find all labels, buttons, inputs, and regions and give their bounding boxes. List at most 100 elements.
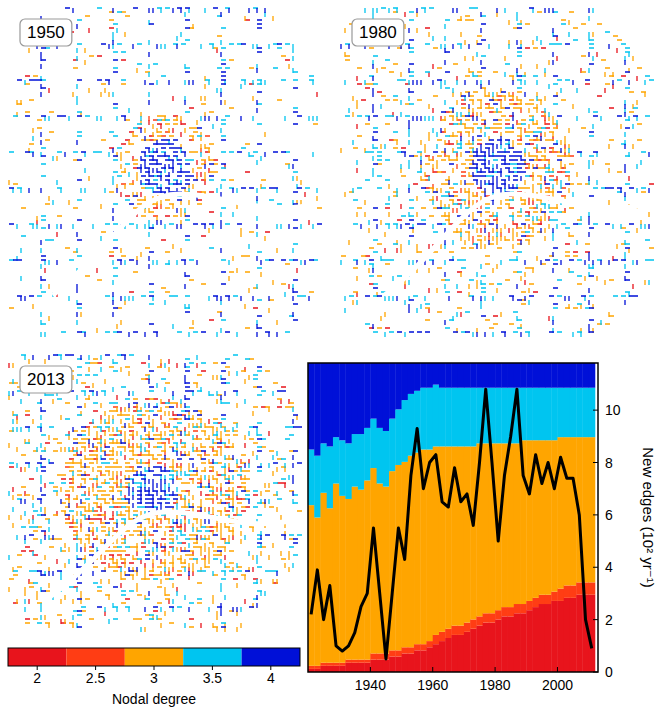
- stacked-bar: [389, 419, 396, 472]
- stacked-bar: [557, 601, 564, 672]
- stacked-bar: [352, 660, 359, 663]
- stacked-bar: [514, 613, 521, 672]
- stacked-bar: [464, 632, 471, 672]
- stacked-bar: [458, 635, 465, 672]
- stacked-bar: [539, 595, 546, 604]
- stacked-bar: [489, 623, 496, 672]
- stacked-bar: [433, 635, 440, 644]
- stacked-bar: [564, 437, 571, 585]
- y-tick: [593, 619, 598, 620]
- stacked-bar: [539, 388, 546, 441]
- stacked-bar: [445, 446, 452, 628]
- stacked-bar: [352, 363, 359, 434]
- stacked-bar: [564, 363, 571, 388]
- stacked-bar: [395, 650, 402, 656]
- stacked-bar: [402, 653, 409, 672]
- stacked-bar: [433, 385, 440, 447]
- colorbar-segment: [242, 648, 300, 666]
- stacked-bar: [464, 363, 471, 388]
- stacked-bar: [501, 616, 508, 672]
- y-tick-label: 0: [605, 664, 613, 680]
- stacked-bar: [495, 610, 502, 619]
- stacked-bar: [395, 363, 402, 409]
- stacked-bar: [526, 610, 533, 672]
- stacked-bar: [464, 623, 471, 632]
- stacked-bar: [458, 446, 465, 625]
- stacked-bar: [557, 589, 564, 601]
- stacked-bar: [414, 644, 421, 650]
- stacked-bar: [508, 616, 515, 672]
- stacked-bar: [320, 663, 327, 666]
- stacked-bar: [551, 440, 558, 591]
- stacked-bar: [458, 388, 465, 447]
- plot-area: [308, 363, 595, 672]
- stacked-bar: [383, 363, 390, 431]
- stacked-bar: [570, 388, 577, 437]
- y-tick: [593, 567, 598, 568]
- stacked-bar: [414, 453, 421, 645]
- y-tick-label: 6: [605, 507, 613, 523]
- colorbar-segment: [66, 648, 124, 666]
- colorbar-tick-label: 2: [33, 670, 41, 686]
- road-network: [13, 355, 302, 627]
- stacked-bar: [339, 663, 346, 666]
- colorbar: 22.533.54Nodal degree: [8, 648, 300, 707]
- road-network: [341, 8, 654, 337]
- y-tick-label: 4: [605, 559, 613, 575]
- colorbar-segment: [125, 648, 183, 666]
- colorbar-label: Nodal degree: [112, 691, 196, 707]
- colorbar-tick-label: 2.5: [86, 670, 106, 686]
- stacked-bar: [557, 388, 564, 437]
- stacked-bar: [339, 440, 346, 496]
- x-tick-label: 1960: [417, 677, 448, 693]
- stacked-bar: [533, 598, 540, 607]
- stacked-bar: [489, 363, 496, 388]
- y-axis-title: New edges (10² yr⁻¹): [640, 447, 657, 587]
- stacked-bar: [508, 363, 515, 388]
- stacked-bar: [345, 443, 352, 499]
- stacked-bar: [364, 428, 371, 481]
- stacked-bar: [358, 490, 365, 660]
- x-tick-label: 1980: [480, 677, 511, 693]
- stacked-bar: [533, 388, 540, 441]
- stacked-bar: [377, 428, 384, 484]
- stacked-bar: [420, 388, 427, 450]
- stacked-bar: [483, 623, 490, 672]
- stacked-bar: [570, 363, 577, 388]
- stacked-bar: [445, 388, 452, 447]
- stacked-bar: [582, 388, 589, 437]
- stacked-bar: [483, 613, 490, 622]
- map-year: 1950: [27, 23, 65, 42]
- stacked-bar: [551, 363, 558, 388]
- stacked-bar: [445, 363, 452, 388]
- x-tick: [495, 667, 496, 672]
- stacked-bar: [408, 653, 415, 672]
- stacked-bar: [314, 363, 321, 456]
- stacked-bar: [501, 607, 508, 616]
- stacked-bar: [589, 582, 596, 594]
- stacked-bar: [395, 657, 402, 672]
- stacked-bar: [576, 595, 583, 672]
- stacked-bar: [470, 363, 477, 388]
- stacked-bar: [377, 363, 384, 428]
- stacked-bar: [420, 650, 427, 672]
- stacked-bar: [358, 660, 365, 663]
- stacked-bar: [589, 437, 596, 582]
- stacked-bar: [551, 388, 558, 441]
- stacked-bar: [526, 601, 533, 610]
- stacked-bar: [426, 641, 433, 647]
- y-tick: [593, 672, 598, 673]
- stacked-bar: [545, 604, 552, 672]
- plot-frame: [308, 363, 598, 672]
- colorbar-segment: [183, 648, 241, 666]
- stacked-bar: [439, 363, 446, 388]
- x-tick-label: 1940: [355, 677, 386, 693]
- stacked-bar: [476, 363, 483, 388]
- stacked-bar: [358, 434, 365, 490]
- stacked-bar: [564, 598, 571, 672]
- colorbar-tick-label: 4: [267, 670, 275, 686]
- road-network: [65, 403, 246, 576]
- stacked-bar: [308, 666, 315, 669]
- stacked-bar: [389, 650, 396, 656]
- stacked-bar: [570, 598, 577, 672]
